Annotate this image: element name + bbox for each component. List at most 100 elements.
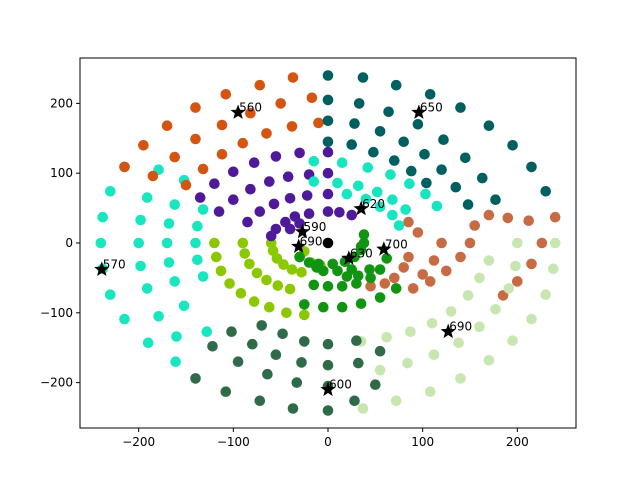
scatter-point [455,102,466,113]
scatter-point [370,379,381,391]
scatter-point [287,72,299,83]
scatter-point [462,290,474,301]
scatter-point [169,276,180,287]
scatter-point [299,299,310,310]
scatter-point [371,186,383,198]
scatter-point [147,170,159,182]
scatter-point [374,201,386,212]
scatter-point [424,89,436,100]
scatter-point [119,313,130,325]
scatter-point [349,118,360,129]
scatter-point [286,121,298,132]
scatter-point [332,177,343,189]
star-marker [291,238,307,253]
scatter-point [207,341,218,352]
scatter-point [284,193,296,204]
scatter-point [332,265,343,277]
scatter-point [284,223,296,235]
scatter-point [322,359,334,371]
scatter-point [364,264,375,275]
scatter-point [341,188,353,200]
scatter-point [303,208,315,219]
scatter-point [336,157,348,168]
scatter-point [436,164,447,175]
scatter-point [336,281,348,292]
scatter-point [428,255,440,266]
scatter-point [393,220,405,231]
scatter-point [235,288,247,299]
scatter-point [299,309,310,321]
scatter-point [351,335,362,347]
scatter-point [308,176,320,187]
scatter-point [549,237,561,249]
scatter-point [232,356,244,368]
scatter-point [334,207,345,218]
annotation-label: 690 [449,320,472,334]
scatter-point [469,220,481,231]
scatter-point [272,280,284,291]
scatter-point [197,163,209,175]
scatter-point [431,200,443,212]
y-tick-label: 200 [50,96,73,110]
scatter-point [421,177,432,189]
scatter-point [301,190,313,201]
scatter-point [226,326,237,338]
scatter-point [322,94,334,106]
scatter-point [358,229,370,240]
scatter-point [169,151,180,163]
scatter-point [248,296,260,307]
scatter-point [374,264,386,275]
scatter-point [536,237,548,249]
scatter-point [483,120,495,131]
scatter-point [248,157,260,168]
scatter-point [216,119,228,131]
scatter-point [548,263,559,275]
scatter-point [299,336,310,347]
scatter-point [242,216,253,228]
scatter-point [190,237,201,249]
scatter-point [287,403,299,414]
scatter-point [322,405,334,416]
y-tick-label: −200 [40,376,73,390]
scatter-point [254,206,266,217]
scatter-point [244,258,255,270]
scatter-point [251,267,263,279]
scatter-point [490,194,501,205]
scatter-point [261,128,272,139]
scatter-point [507,140,518,151]
scatter-point [262,368,273,380]
scatter-point [346,209,358,221]
scatter-point [224,278,235,289]
scatter-point [163,218,175,229]
scatter-point [142,337,154,349]
star-marker [353,200,369,216]
scatter-point [374,345,386,357]
scatter-point [387,209,398,221]
scatter-point [405,326,416,338]
scatter-point [282,171,294,182]
scatter-point [294,147,305,159]
points-layer [95,70,561,416]
scatter-point [209,178,220,189]
scatter-point [161,120,173,131]
scatter-point [153,311,164,322]
scatter-point [308,156,320,167]
scatter-point [549,211,561,223]
scatter-point [474,321,485,333]
annotation-label: 570 [103,258,126,272]
scatter-point [389,155,400,166]
scatter-point [526,313,537,325]
scatter-point [381,253,393,264]
scatter-point [171,331,182,342]
scatter-point [355,241,367,252]
scatter-point [353,357,364,369]
scatter-point [197,271,209,282]
scatter-point [462,199,474,210]
scatter-point [161,237,173,249]
scatter-point [474,272,485,284]
scatter-point [322,281,334,292]
scatter-point [178,300,190,312]
scatter-point [277,328,288,340]
scatter-point [170,356,181,368]
